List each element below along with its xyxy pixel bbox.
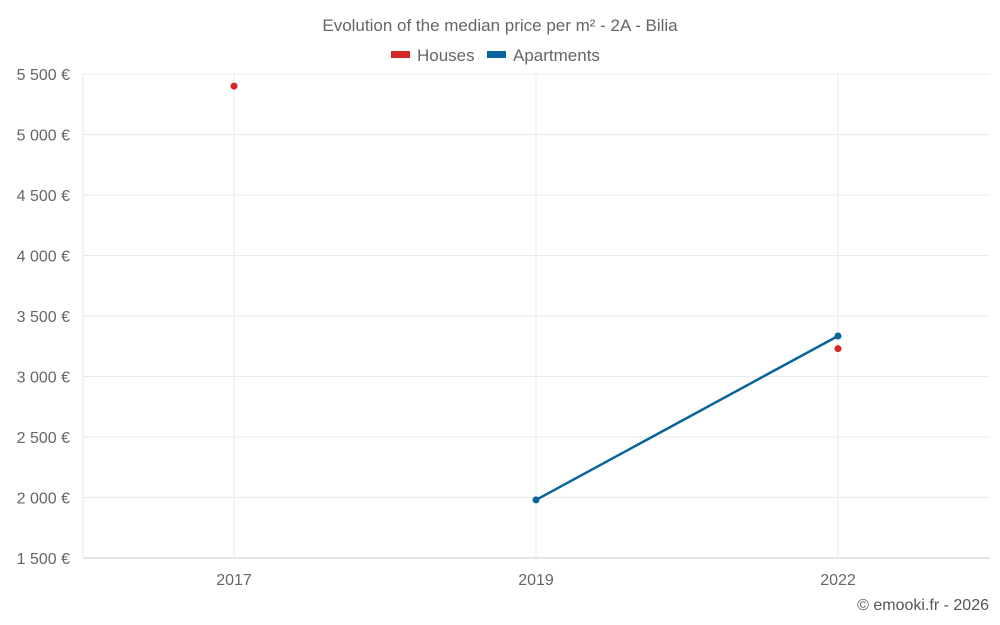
series-line-apartments (535, 334, 839, 502)
legend-swatch-houses (391, 51, 410, 58)
y-axis: 1 500 € 2 000 € 2 500 € 3 000 € 3 500 € 4 000… (17, 67, 70, 568)
series-layer (230, 82, 842, 504)
x-axis: 2017 2019 2022 (216, 572, 856, 589)
grid (82, 73, 990, 559)
chart-title: Evolution of the median price per m² - 2… (322, 16, 678, 35)
data-point-apartments (834, 332, 842, 340)
data-point-apartments (532, 496, 540, 504)
y-tick-label: 2 000 € (17, 491, 70, 508)
y-tick-label: 5 000 € (17, 128, 70, 145)
data-point-houses (230, 82, 238, 90)
y-tick-label: 3 000 € (17, 370, 70, 387)
x-tick-label: 2017 (216, 572, 252, 589)
y-tick-label: 1 500 € (17, 551, 70, 568)
data-point-houses (834, 345, 842, 353)
y-tick-label: 5 500 € (17, 67, 70, 84)
legend: Houses Apartments (391, 46, 600, 65)
x-tick-label: 2022 (820, 572, 856, 589)
legend-label: Apartments (513, 46, 600, 65)
legend-swatch-apartments (487, 51, 506, 58)
y-tick-label: 4 000 € (17, 249, 70, 266)
y-tick-label: 2 500 € (17, 430, 70, 447)
legend-label: Houses (417, 46, 475, 65)
credit-text: © emooki.fr - 2026 (857, 597, 989, 614)
y-tick-label: 3 500 € (17, 309, 70, 326)
y-tick-label: 4 500 € (17, 188, 70, 205)
x-tick-label: 2019 (518, 572, 554, 589)
